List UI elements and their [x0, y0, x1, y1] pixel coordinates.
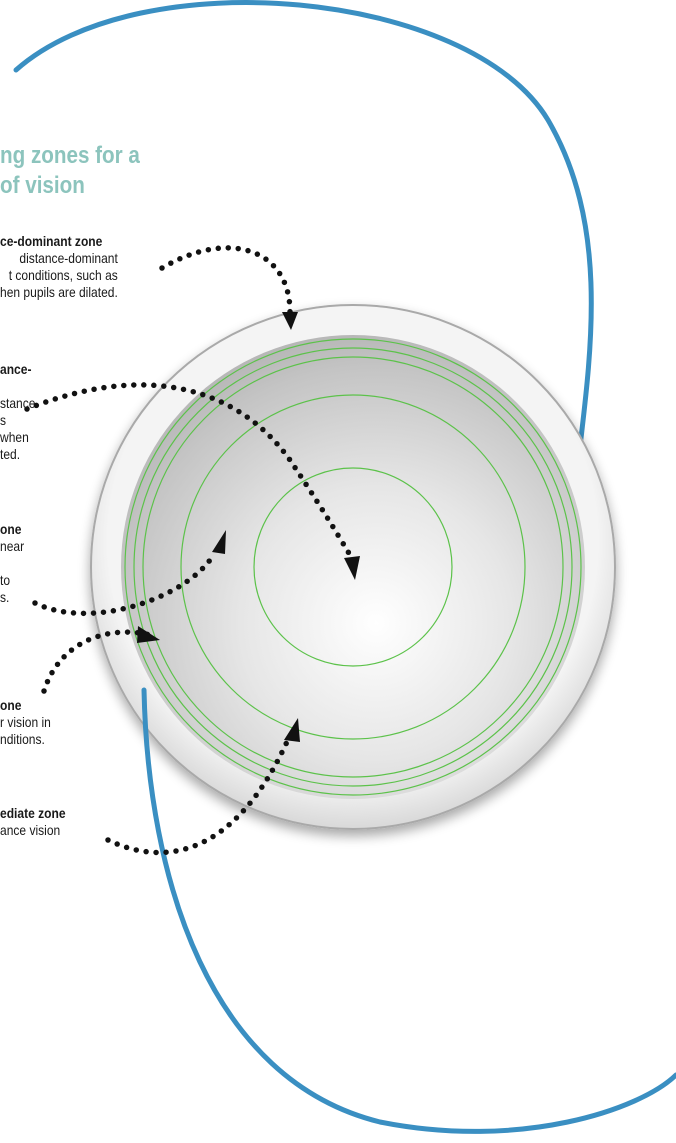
label-heading: ce-dominant zone [0, 233, 118, 250]
leader-distance-dominant [162, 248, 290, 312]
label-body: distance-dominant t conditions, such as … [0, 250, 118, 301]
label-heading: ediate zone [0, 805, 66, 822]
label-heading: one [0, 697, 51, 714]
label-intermediate-zone: ediate zone ance vision [0, 805, 66, 839]
label-heading: ance- [0, 361, 35, 378]
label-near-outer-zone: one r vision in nditions. [0, 697, 51, 748]
label-body: near to s. [0, 538, 24, 606]
label-distance-center-zone: ance- stance s when ted. [0, 361, 35, 463]
label-heading: one [0, 521, 24, 538]
label-body: stance s when ted. [0, 378, 35, 463]
label-body: r vision in nditions. [0, 714, 51, 748]
diagram-title: ng zones for a of vision [0, 141, 224, 201]
label-near-zone: one near to s. [0, 521, 24, 606]
label-body: ance vision [0, 822, 66, 839]
label-distance-dominant-zone: ce-dominant zone distance-dominant t con… [0, 233, 118, 301]
title-line-1: ng zones for a [0, 142, 140, 169]
title-line-2: of vision [0, 171, 224, 201]
